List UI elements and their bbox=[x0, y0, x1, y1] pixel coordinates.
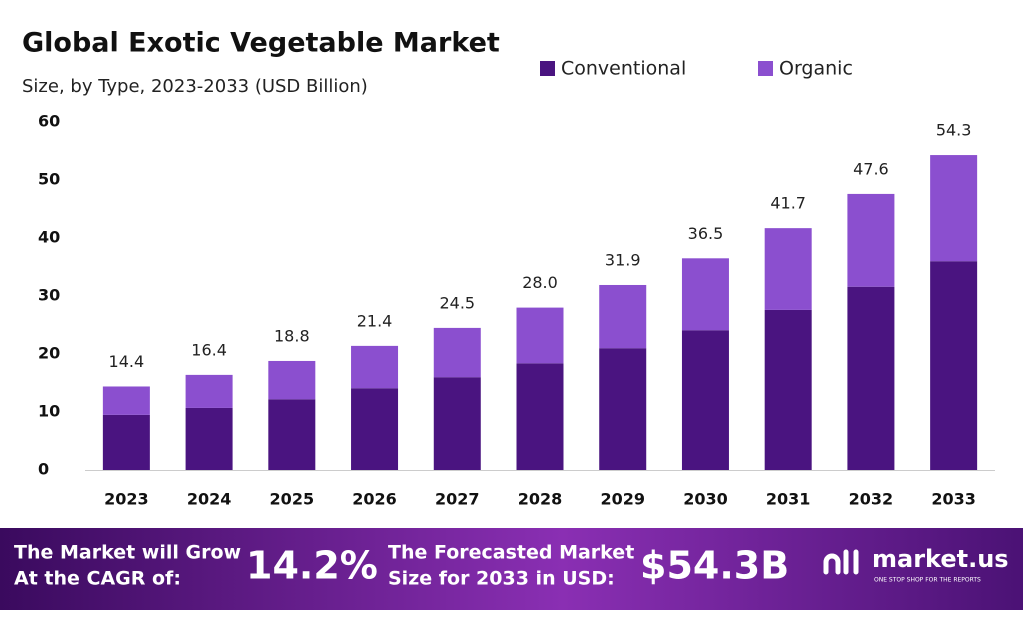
bar-segment bbox=[847, 193, 895, 287]
forecast-text: The Forecasted Market bbox=[388, 542, 634, 564]
x-tick-label: 2025 bbox=[270, 490, 315, 509]
x-tick-label: 2029 bbox=[600, 490, 645, 509]
total-label: 54.3 bbox=[936, 121, 972, 140]
cagr-text: At the CAGR of: bbox=[14, 568, 181, 590]
x-tick-label: 2024 bbox=[187, 490, 232, 509]
forecast-text: Size for 2033 in USD: bbox=[388, 568, 615, 590]
bar-segment bbox=[681, 258, 729, 331]
bar-segment bbox=[433, 377, 481, 470]
total-label: 14.4 bbox=[109, 352, 145, 371]
bar-segment bbox=[185, 374, 233, 408]
tagline: ONE STOP SHOP FOR THE REPORTS bbox=[874, 577, 981, 584]
footer-banner bbox=[0, 528, 1023, 610]
total-label: 31.9 bbox=[605, 250, 641, 269]
bar-segment bbox=[351, 388, 399, 470]
chart-title: Global Exotic Vegetable Market bbox=[22, 28, 500, 59]
x-tick-label: 2028 bbox=[518, 490, 563, 509]
bar-segment bbox=[847, 286, 895, 470]
bar-segment bbox=[268, 399, 316, 470]
x-tick-label: 2032 bbox=[849, 490, 894, 509]
bar-segment bbox=[268, 360, 316, 400]
x-tick-label: 2023 bbox=[104, 490, 149, 509]
y-tick-label: 40 bbox=[38, 228, 60, 247]
bar-segment bbox=[930, 155, 978, 262]
cagr-value: 14.2% bbox=[246, 544, 378, 588]
total-label: 47.6 bbox=[853, 159, 889, 178]
y-tick-label: 0 bbox=[38, 460, 49, 479]
total-label: 24.5 bbox=[439, 293, 475, 312]
bar-segment bbox=[599, 348, 647, 470]
y-tick-label: 50 bbox=[38, 170, 60, 189]
total-label: 36.5 bbox=[688, 224, 724, 243]
bar-segment bbox=[516, 307, 564, 364]
bar-segment bbox=[351, 345, 399, 389]
total-label: 28.0 bbox=[522, 273, 558, 292]
bar-segment bbox=[433, 327, 481, 378]
total-label: 18.8 bbox=[274, 326, 310, 345]
y-tick-label: 10 bbox=[38, 402, 60, 421]
cagr-text: The Market will Grow bbox=[14, 542, 241, 564]
bar-segment bbox=[930, 261, 978, 470]
x-tick-label: 2033 bbox=[931, 490, 976, 509]
total-label: 41.7 bbox=[770, 194, 806, 213]
bar-segment bbox=[516, 363, 564, 470]
forecast-value: $54.3B bbox=[640, 544, 789, 588]
legend-label: Organic bbox=[779, 58, 853, 80]
y-tick-label: 20 bbox=[38, 344, 60, 363]
bar-segment bbox=[102, 414, 150, 470]
x-tick-label: 2030 bbox=[683, 490, 728, 509]
legend-swatch bbox=[758, 61, 773, 76]
chart-subtitle: Size, by Type, 2023-2033 (USD Billion) bbox=[22, 76, 368, 97]
y-tick-label: 30 bbox=[38, 286, 60, 305]
brand: market.us bbox=[872, 545, 1009, 573]
x-tick-label: 2027 bbox=[435, 490, 480, 509]
x-tick-label: 2026 bbox=[352, 490, 397, 509]
bar-segment bbox=[681, 330, 729, 470]
bar-segment bbox=[764, 309, 812, 470]
total-label: 16.4 bbox=[191, 340, 227, 359]
legend-label: Conventional bbox=[561, 58, 686, 80]
legend-swatch bbox=[540, 61, 555, 76]
y-tick-label: 60 bbox=[38, 112, 60, 131]
bar-segment bbox=[764, 228, 812, 310]
bar-segment bbox=[185, 407, 233, 470]
brand-logo bbox=[823, 549, 859, 575]
x-tick-label: 2031 bbox=[766, 490, 811, 509]
total-label: 21.4 bbox=[357, 311, 393, 330]
bar-segment bbox=[599, 284, 647, 349]
bar-segment bbox=[102, 386, 150, 415]
